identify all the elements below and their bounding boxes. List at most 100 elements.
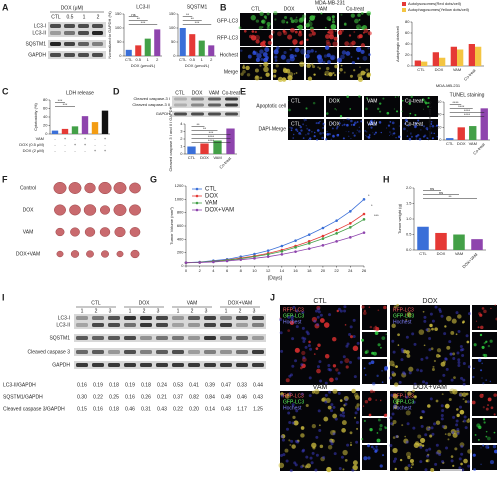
cell-signal xyxy=(377,343,381,347)
cell-signal xyxy=(444,433,447,435)
nucleus xyxy=(463,415,467,419)
cell-signal xyxy=(309,15,315,21)
bar xyxy=(101,110,109,134)
nucleus xyxy=(443,332,447,336)
micrograph xyxy=(364,96,400,117)
y-tick-label: 0 xyxy=(119,53,122,58)
cell-signal xyxy=(331,127,334,130)
cell-signal xyxy=(346,118,349,120)
nucleus xyxy=(445,367,449,371)
cell-signal xyxy=(313,353,316,355)
band-label: SQSTM1 xyxy=(25,41,46,47)
nucleus xyxy=(311,451,315,455)
stain-label: RFP-LC3 xyxy=(283,307,304,313)
cell-signal xyxy=(377,309,380,312)
cell-signal xyxy=(274,55,278,59)
blot-band xyxy=(64,42,75,46)
nucleus xyxy=(327,363,331,367)
quant-value: 0.19 xyxy=(125,382,135,388)
nucleus xyxy=(431,319,435,323)
nucleus xyxy=(413,382,417,386)
cell-signal xyxy=(334,64,338,69)
point xyxy=(225,259,229,263)
blot-strip xyxy=(74,321,266,329)
cell-signal xyxy=(477,358,482,363)
cell-signal xyxy=(350,13,355,18)
cell-signal xyxy=(259,64,262,67)
cell-signal xyxy=(482,444,485,447)
cell-signal xyxy=(345,131,347,132)
x-tick-label: DOX+VAM xyxy=(461,252,478,269)
group-label: VAM xyxy=(187,300,197,306)
nucleus xyxy=(467,464,471,468)
bar xyxy=(71,126,79,134)
nucleus xyxy=(456,431,460,435)
micrograph xyxy=(402,119,438,140)
series-line xyxy=(185,232,365,264)
nucleus xyxy=(452,357,456,361)
blot-band xyxy=(64,24,75,28)
bar xyxy=(208,45,215,56)
y-tick-label: 3 xyxy=(180,129,183,134)
cell-signal xyxy=(326,53,331,58)
cell-signal xyxy=(479,313,483,317)
nucleus xyxy=(460,376,464,380)
cell-signal xyxy=(281,77,287,82)
point xyxy=(307,242,311,245)
cell-signal xyxy=(415,138,418,140)
cell-signal xyxy=(450,455,454,458)
cell-signal xyxy=(291,444,296,449)
cell-signal xyxy=(350,56,353,58)
x-tick-label: 6 xyxy=(226,268,229,273)
cell-signal xyxy=(487,446,490,449)
cell-signal xyxy=(260,41,266,47)
nucleus xyxy=(425,381,429,385)
cell-signal xyxy=(373,326,378,331)
nucleus xyxy=(301,336,305,340)
cell-signal xyxy=(432,365,435,368)
micrograph xyxy=(240,13,271,29)
nucleus xyxy=(420,357,424,361)
nucleus xyxy=(343,305,347,309)
cell-signal xyxy=(392,363,396,367)
cell-signal xyxy=(404,435,406,438)
cell-signal xyxy=(336,125,339,128)
cell-signal xyxy=(307,76,313,81)
bar xyxy=(421,61,428,66)
cell-signal xyxy=(374,449,378,453)
nucleus xyxy=(357,356,361,360)
lane-label: Co-treat xyxy=(222,90,241,96)
nucleus xyxy=(310,461,314,465)
significance-label: ** xyxy=(186,12,190,17)
nucleus xyxy=(335,377,339,381)
cell-signal xyxy=(420,437,426,443)
blot-band xyxy=(252,336,264,340)
tumor xyxy=(129,182,141,194)
condition-sign: + xyxy=(64,136,67,141)
row-label: DOX+VAM xyxy=(16,251,40,257)
blot-band xyxy=(204,350,216,354)
cell-signal xyxy=(289,320,295,326)
cell-signal xyxy=(287,329,291,333)
row-label: Hochest xyxy=(220,52,239,58)
nucleus xyxy=(440,417,444,421)
cell-signal xyxy=(339,407,345,412)
cell-signal xyxy=(480,463,482,466)
nucleus xyxy=(287,315,291,319)
cell-signal xyxy=(362,405,365,407)
cell-signal xyxy=(406,312,412,318)
condition-sign: + xyxy=(84,142,87,147)
bar xyxy=(446,138,454,140)
nucleus xyxy=(426,454,430,458)
bar xyxy=(51,130,59,134)
nucleus xyxy=(302,448,306,452)
nucleus xyxy=(391,412,395,416)
cell-signal xyxy=(312,101,316,105)
nucleus xyxy=(424,433,428,437)
lane-label: 2 xyxy=(97,14,100,20)
nucleus xyxy=(322,455,326,459)
blot-strip xyxy=(172,102,240,108)
cell-signal xyxy=(403,127,406,131)
tumor xyxy=(114,226,126,238)
cell-signal xyxy=(405,318,408,321)
